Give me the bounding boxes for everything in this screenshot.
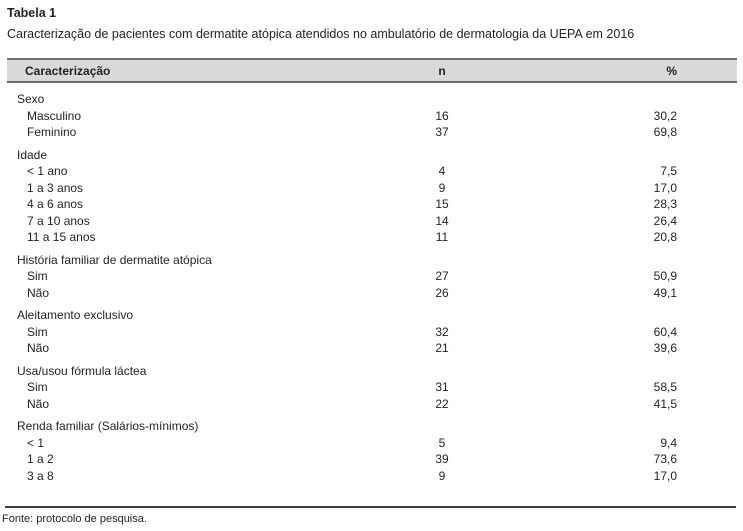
percent-value: 7,5: [660, 164, 677, 179]
row-label: 1 a 2: [27, 452, 54, 467]
section-label: Renda familiar (Salários-mínimos): [17, 419, 199, 434]
percent-value: 39,6: [653, 341, 677, 356]
row-label: 7 a 10 anos: [27, 213, 90, 228]
n-value: 5: [438, 435, 446, 450]
row-label: Não: [27, 341, 50, 356]
n-value: 26: [435, 285, 449, 300]
n-value: 39: [435, 452, 449, 467]
section-label: Sexo: [17, 92, 45, 107]
table-section: Renda familiar (Salários-mínimos) < 1 5 9,4…: [7, 418, 737, 484]
percent-value: 17,0: [653, 468, 677, 483]
table-row: Sim 27 50,9: [7, 268, 737, 285]
table-row: 4 a 6 anos 15 28,3: [7, 196, 737, 213]
table-section: História familiar de dermatite atópica Si…: [7, 252, 737, 302]
table-section: Aleitamento exclusivo Sim 32 60,4 Não 21 39,6: [7, 307, 737, 357]
table-row: Não 22 41,5: [7, 396, 737, 413]
n-value: 32: [435, 324, 449, 339]
percent-value: 28,3: [653, 197, 677, 212]
percent-value: 20,8: [653, 230, 677, 245]
section-label: Usa/usou fórmula láctea: [17, 363, 147, 378]
section-label-row: Idade: [7, 147, 737, 164]
table-row: < 1 5 9,4: [7, 435, 737, 452]
column-header-percent: %: [666, 63, 677, 78]
table-section: Usa/usou fórmula láctea Sim 31 58,5 Não 22 41,…: [7, 363, 737, 413]
percent-value: 60,4: [653, 324, 677, 339]
table-row: 7 a 10 anos 14 26,4: [7, 213, 737, 230]
n-value: 16: [435, 108, 449, 123]
table-row: Não 26 49,1: [7, 285, 737, 302]
table-bottom-rule: [5, 506, 736, 508]
n-value: 15: [435, 197, 449, 212]
n-value: 21: [435, 341, 449, 356]
percent-value: 9,4: [660, 435, 677, 450]
row-label: Sim: [27, 269, 48, 284]
n-value: 27: [435, 269, 449, 284]
row-label: Não: [27, 396, 50, 411]
percent-value: 30,2: [653, 108, 677, 123]
table-row: < 1 ano 4 7,5: [7, 163, 737, 180]
percent-value: 73,6: [653, 452, 677, 467]
row-label: 1 a 3 anos: [27, 180, 84, 195]
table-row: Masculino 16 30,2: [7, 108, 737, 125]
section-label-row: História familiar de dermatite atópica: [7, 252, 737, 269]
row-label: Sim: [27, 380, 48, 395]
percent-value: 49,1: [653, 285, 677, 300]
row-label: 3 a 8: [27, 468, 54, 483]
table-caption: Caracterização de pacientes com dermatit…: [7, 27, 635, 41]
table-row: 3 a 8 9 17,0: [7, 468, 737, 485]
n-value: 31: [435, 380, 449, 395]
n-value: 37: [435, 125, 449, 140]
table-row: Não 21 39,6: [7, 340, 737, 357]
section-label-row: Usa/usou fórmula láctea: [7, 363, 737, 380]
n-value: 14: [435, 213, 449, 228]
section-label-row: Sexo: [7, 91, 737, 108]
percent-value: 58,5: [653, 380, 677, 395]
n-value: 9: [438, 180, 446, 195]
table-row: 11 a 15 anos 11 20,8: [7, 229, 737, 246]
column-header-caracterizacao: Caracterização: [25, 63, 111, 78]
percent-value: 41,5: [653, 396, 677, 411]
row-label: Não: [27, 285, 50, 300]
section-label: Aleitamento exclusivo: [17, 308, 134, 323]
table-row: 1 a 2 39 73,6: [7, 451, 737, 468]
row-label: Sim: [27, 324, 48, 339]
table-row: Sim 31 58,5: [7, 379, 737, 396]
section-label-row: Aleitamento exclusivo: [7, 307, 737, 324]
table-row: 1 a 3 anos 9 17,0: [7, 180, 737, 197]
n-value: 22: [435, 396, 449, 411]
percent-value: 50,9: [653, 269, 677, 284]
row-label: Masculino: [27, 108, 82, 123]
table-body: Sexo Masculino 16 30,2 Feminino 37 69,8 Idade < …: [7, 91, 737, 484]
n-value: 11: [435, 230, 449, 245]
percent-value: 17,0: [653, 180, 677, 195]
row-label: 11 a 15 anos: [27, 230, 96, 245]
source-note: Fonte: protocolo de pesquisa.: [2, 513, 147, 525]
table-row: Sim 32 60,4: [7, 324, 737, 341]
table-section: Idade < 1 ano 4 7,5 1 a 3 anos 9 17,0 4 a 6 ano…: [7, 147, 737, 246]
n-value: 4: [438, 164, 446, 179]
section-label-row: Renda familiar (Salários-mínimos): [7, 418, 737, 435]
column-header-n: n: [438, 63, 446, 78]
n-value: 9: [438, 468, 446, 483]
percent-value: 69,8: [653, 125, 677, 140]
row-label: < 1 ano: [27, 164, 68, 179]
row-label: < 1: [27, 435, 45, 450]
table-section: Sexo Masculino 16 30,2 Feminino 37 69,8: [7, 91, 737, 141]
table-header-row: Caracterização n %: [7, 58, 737, 83]
percent-value: 26,4: [653, 213, 677, 228]
table-label: Tabela 1: [7, 6, 57, 20]
row-label: 4 a 6 anos: [27, 197, 84, 212]
row-label: Feminino: [27, 125, 77, 140]
section-label: Idade: [17, 147, 48, 162]
table-row: Feminino 37 69,8: [7, 124, 737, 141]
section-label: História familiar de dermatite atópica: [17, 252, 212, 267]
